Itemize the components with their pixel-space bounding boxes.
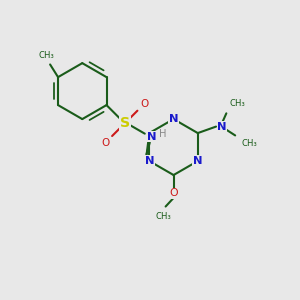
Text: CH₃: CH₃ [241, 139, 257, 148]
Text: N: N [146, 132, 156, 142]
Text: S: S [120, 116, 130, 130]
Text: CH₃: CH₃ [155, 212, 171, 221]
Text: N: N [169, 114, 178, 124]
Text: O: O [101, 138, 109, 148]
Text: N: N [217, 122, 227, 132]
Text: CH₃: CH₃ [38, 51, 54, 60]
Text: N: N [145, 156, 154, 166]
Text: O: O [169, 188, 178, 198]
Text: CH₃: CH₃ [229, 99, 245, 108]
Text: H: H [159, 129, 166, 139]
Text: O: O [140, 99, 148, 109]
Text: N: N [193, 156, 202, 166]
